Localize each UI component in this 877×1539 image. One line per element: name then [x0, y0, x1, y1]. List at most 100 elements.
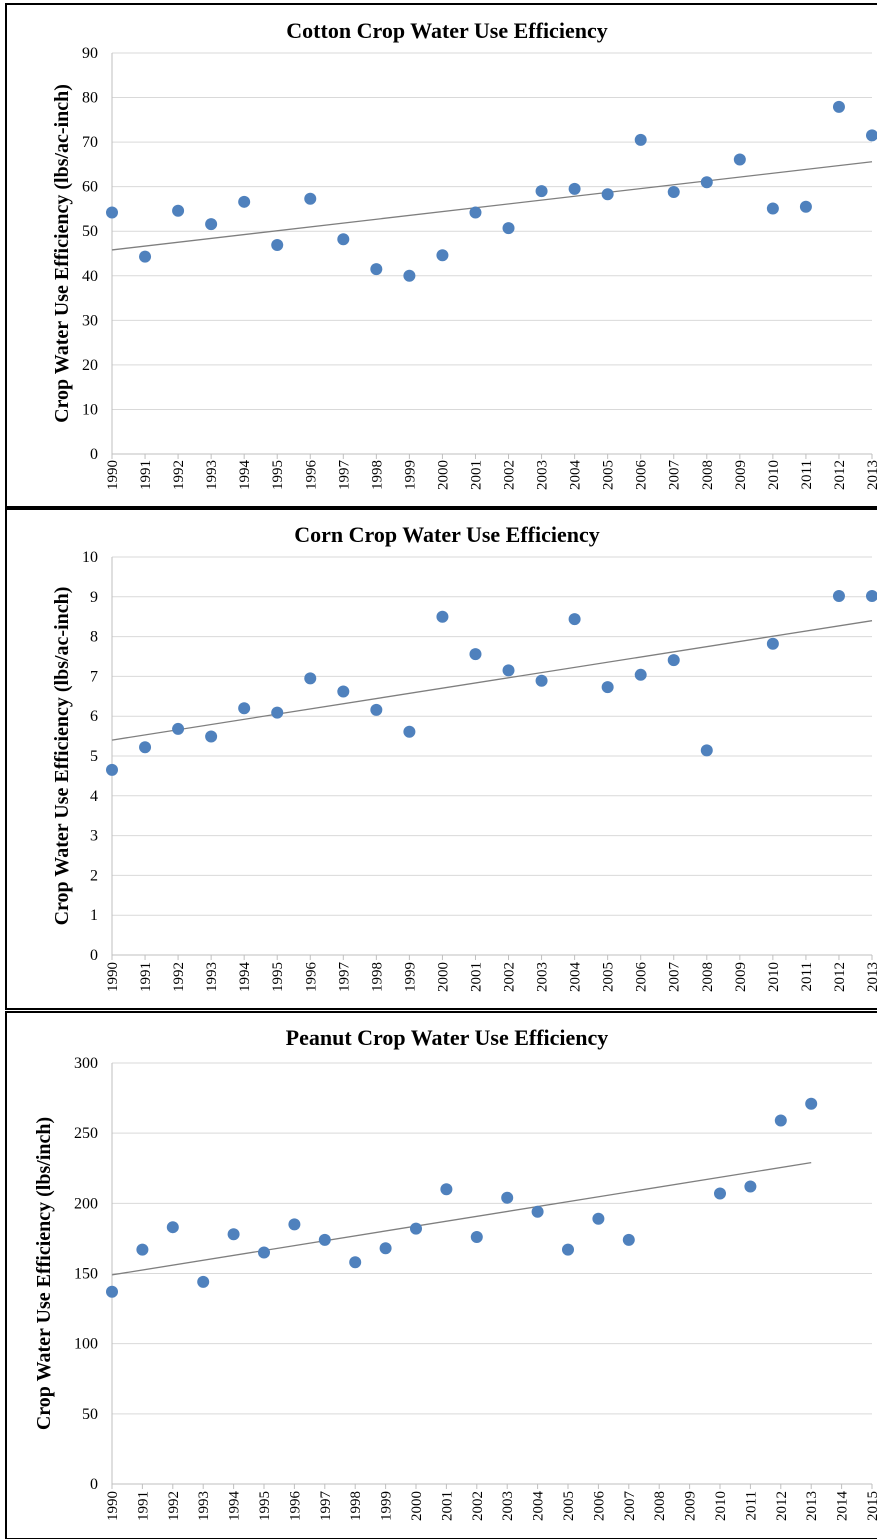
y-tick-label: 20: [82, 357, 98, 374]
trendline: [111, 620, 873, 741]
x-tick-label: 1999: [379, 1491, 395, 1521]
y-axis-label: Crop Water Use Efficiency (lbs/ac-inch): [51, 587, 73, 926]
data-point-1996: [288, 1218, 301, 1231]
y-axis-label: Crop Water Use Efficiency (lbs/inch): [33, 1117, 55, 1430]
y-tick-label: 40: [82, 268, 98, 285]
x-tick-label: 2004: [568, 460, 584, 491]
data-point-1990: [106, 763, 118, 776]
x-tick-label: 2003: [500, 1491, 516, 1521]
x-tick-label: 1990: [105, 962, 121, 992]
y-tick-label: 60: [82, 179, 98, 196]
x-tick-label: 2008: [652, 1491, 668, 1521]
data-point-2001: [440, 1183, 453, 1196]
data-point-1991: [139, 250, 152, 263]
x-tick-label: 1997: [336, 460, 352, 491]
x-tick-label: 2013: [865, 962, 877, 992]
y-tick-label: 4: [90, 788, 98, 805]
data-point-2004: [568, 613, 581, 626]
x-tick-label: 2007: [622, 1491, 638, 1522]
y-tick-label: 0: [90, 446, 98, 463]
y-tick-label: 8: [90, 629, 98, 646]
y-tick-label: 0: [90, 947, 98, 964]
y-tick-label: 100: [74, 1336, 98, 1353]
x-tick-label: 2014: [835, 1491, 851, 1522]
x-tick-label: 1995: [257, 1491, 273, 1521]
x-tick-label: 1993: [204, 962, 220, 992]
data-point-2007: [622, 1233, 635, 1246]
data-point-2003: [535, 185, 548, 198]
data-point-2004: [531, 1205, 544, 1218]
x-tick-label: 1993: [196, 1491, 212, 1521]
data-point-1992: [172, 722, 185, 735]
chart-panel-3: 0 50 100 150 200 250 300 1990 1991 1992 1993 1994 19…: [5, 1011, 877, 1539]
data-point-2009: [733, 153, 746, 166]
y-tick-label: 0: [90, 1476, 98, 1493]
trendline: [111, 1161, 812, 1276]
data-point-2012: [832, 590, 845, 603]
x-tick-label: 2013: [804, 1491, 820, 1521]
x-tick-label: 2006: [634, 460, 650, 491]
x-tick-label: 1990: [105, 1491, 121, 1521]
x-tick-label: 2012: [832, 460, 848, 490]
y-tick-label: 5: [90, 748, 98, 765]
x-tick-label: 1991: [138, 460, 154, 490]
data-point-1992: [166, 1221, 179, 1234]
chart-title: Cotton Crop Water Use Efficiency: [286, 18, 607, 43]
x-tick-label: 2010: [766, 460, 782, 490]
data-point-2006: [634, 668, 647, 681]
data-point-2008: [700, 176, 713, 189]
x-tick-label: 2015: [865, 1491, 877, 1521]
data-point-2000: [436, 249, 449, 262]
x-tick-label: 2005: [601, 962, 617, 992]
x-tick-label: 1994: [227, 1491, 243, 1522]
data-point-2004: [568, 182, 581, 195]
data-point-1991: [139, 741, 152, 754]
data-point-2005: [601, 681, 614, 694]
data-point-2003: [535, 674, 548, 687]
x-tick-label: 1991: [135, 1491, 151, 1521]
x-tick-label: 2007: [667, 460, 683, 491]
y-tick-label: 10: [82, 401, 98, 418]
data-point-1999: [403, 269, 416, 282]
panel-border: [5, 3, 877, 508]
x-tick-label: 1996: [303, 460, 319, 491]
data-point-2001: [469, 206, 482, 219]
data-point-2005: [562, 1243, 574, 1256]
x-tick-label: 1994: [237, 962, 253, 993]
data-point-1995: [271, 239, 284, 252]
data-point-2007: [667, 186, 680, 199]
data-point-2006: [592, 1212, 605, 1225]
x-tick-label: 2009: [733, 962, 749, 992]
x-tick-label: 2011: [799, 460, 815, 489]
data-point-2002: [502, 664, 515, 677]
y-tick-label: 250: [74, 1125, 98, 1142]
x-tick-label: 1993: [204, 460, 220, 490]
x-tick-label: 2002: [470, 1491, 486, 1521]
x-tick-label: 2005: [601, 460, 617, 490]
data-point-2013: [805, 1097, 818, 1110]
data-point-2010: [766, 637, 779, 650]
x-tick-label: 1998: [348, 1491, 364, 1521]
x-tick-label: 1991: [138, 962, 154, 992]
data-point-1997: [337, 685, 350, 698]
y-tick-label: 300: [74, 1055, 98, 1072]
data-point-1994: [238, 195, 251, 208]
x-tick-label: 1994: [237, 460, 253, 491]
x-tick-label: 2002: [502, 962, 518, 992]
x-tick-label: 1998: [369, 460, 385, 490]
y-tick-label: 80: [82, 90, 98, 107]
x-tick-label: 2012: [832, 962, 848, 992]
x-tick-label: 1990: [105, 460, 121, 490]
y-tick-label: 200: [74, 1195, 98, 1212]
data-point-1992: [172, 204, 185, 217]
data-point-2013: [866, 129, 877, 142]
y-tick-label: 1: [90, 907, 98, 924]
x-tick-label: 1992: [171, 460, 187, 490]
y-tick-label: 30: [82, 312, 98, 329]
x-tick-label: 2006: [634, 962, 650, 993]
x-tick-label: 2000: [435, 460, 451, 490]
x-tick-label: 1999: [402, 962, 418, 992]
y-tick-label: 6: [90, 708, 98, 725]
x-tick-label: 2008: [700, 460, 716, 490]
data-point-2006: [634, 133, 647, 146]
